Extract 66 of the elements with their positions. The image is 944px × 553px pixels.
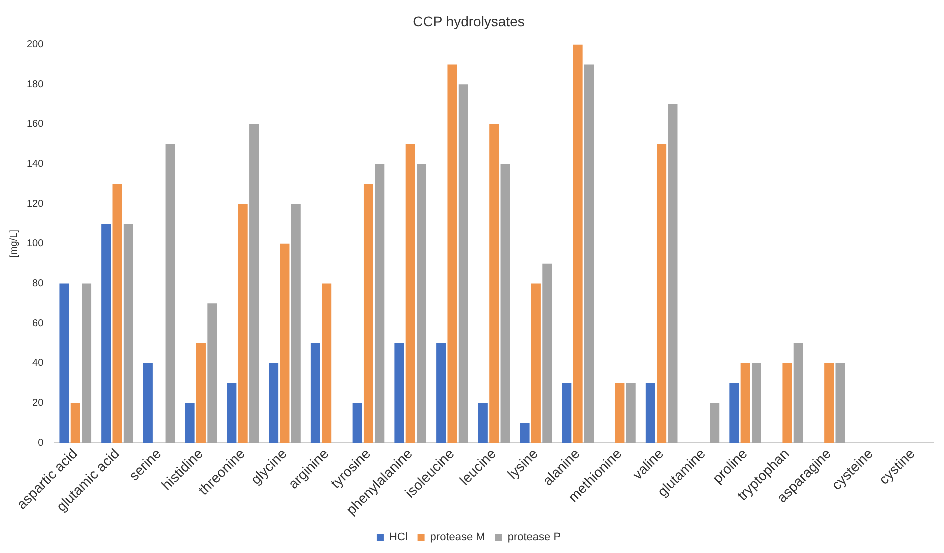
bar [448,64,458,444]
bar [322,284,332,444]
bar [542,264,552,444]
bar [824,363,834,444]
bar [478,403,488,444]
bar [573,44,583,444]
y-axis-title: [mg/L] [8,230,20,258]
bar [626,383,636,444]
legend-label: protease M [430,532,486,544]
bar [520,423,530,444]
bar [436,343,446,444]
bar [794,343,804,444]
bar [82,284,92,444]
bar [657,144,667,444]
y-tick-label: 60 [32,318,44,330]
bar [269,363,279,444]
y-tick-label: 40 [32,358,44,370]
y-tick-label: 100 [26,238,44,250]
bar [500,164,510,444]
bar [364,184,374,444]
bar [394,343,404,444]
y-tick-label: 0 [38,438,44,449]
bar [352,403,362,444]
bar [196,343,206,444]
chart-title: CCP hydrolysates [413,13,525,30]
legend-label: protease P [508,532,562,544]
bar [291,204,301,444]
bar [185,403,195,444]
bar [208,304,218,444]
bar [646,383,656,444]
bar [375,164,385,444]
bar [710,403,720,444]
bar [782,363,792,444]
bar [166,144,176,444]
bar [102,224,112,444]
bar [584,64,594,444]
y-tick-label: 120 [26,198,44,210]
bar [531,284,541,444]
bar [417,164,427,444]
bar [250,124,260,444]
y-tick-label: 200 [26,40,44,51]
legend-label: HCl [389,532,408,544]
bar [458,84,468,444]
bar [124,224,134,444]
y-tick-label: 140 [26,159,44,170]
bar [60,284,70,444]
bar [70,403,80,444]
bar [740,363,750,444]
bar [615,383,625,444]
y-tick-label: 160 [26,119,44,130]
bar [112,184,122,444]
bar [668,104,678,444]
bar [562,383,572,444]
bar [143,363,153,444]
y-tick-label: 80 [32,278,44,290]
bar [280,244,290,444]
bar [227,383,237,444]
y-tick-label: 180 [26,79,44,90]
bar [310,343,320,444]
bar [836,363,846,444]
y-tick-label: 20 [32,398,44,409]
bar [238,204,248,444]
bar [490,124,500,444]
bar [730,383,740,444]
bar [406,144,416,444]
bar [752,363,762,444]
